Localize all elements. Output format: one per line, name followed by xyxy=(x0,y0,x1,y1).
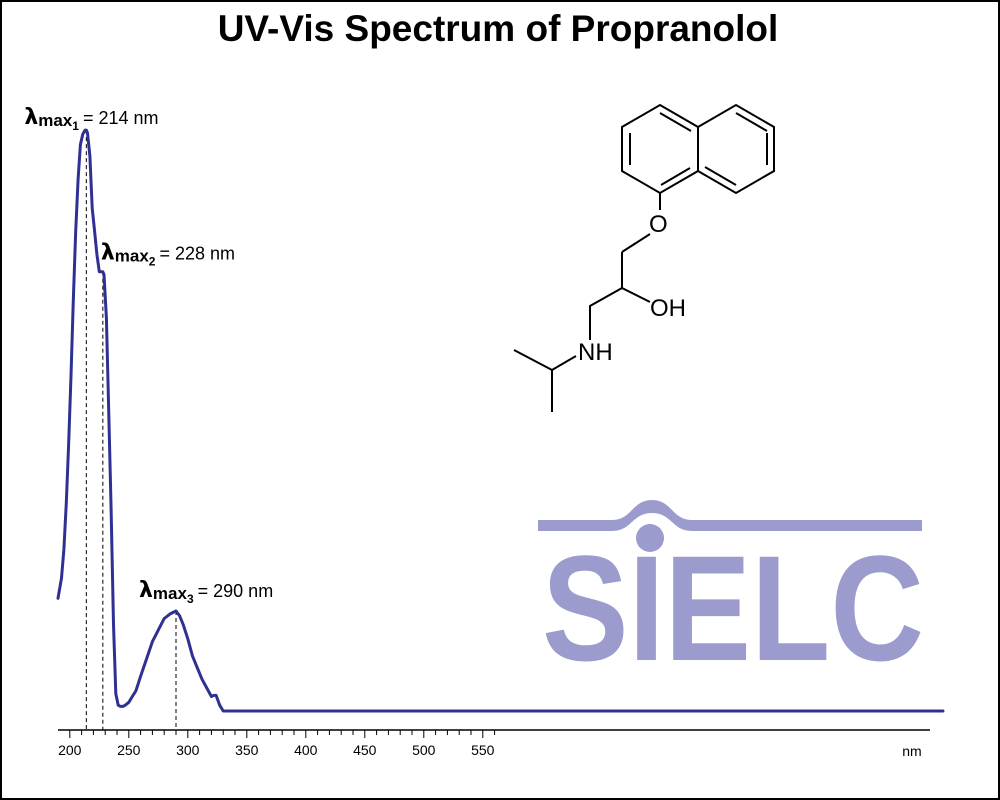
x-axis-tick-labels: 200 250 300 350 400 450 500 550 xyxy=(58,742,495,758)
structure-atom-labels: O OH NH xyxy=(578,211,686,366)
lambda-symbol: λ xyxy=(24,105,38,130)
propyl-chain-bonds xyxy=(589,252,651,340)
series-layer xyxy=(56,128,945,713)
logo-wave-band xyxy=(538,500,922,531)
atom-oxygen: O xyxy=(649,211,668,238)
peak-annotation-label: λmax1 = 214 nm xyxy=(24,105,158,133)
x-tick-label: 350 xyxy=(235,742,259,758)
lambda-subscript: max xyxy=(153,584,188,603)
x-tick-label: 450 xyxy=(353,742,377,758)
propranolol-structure xyxy=(513,103,775,412)
isopropyl-bonds xyxy=(513,349,577,412)
naphthalene-right-ring xyxy=(697,103,775,195)
sielc-logo: SIELC xyxy=(538,500,924,692)
aromatic-double-bonds xyxy=(629,112,768,186)
x-tick-label: 250 xyxy=(117,742,141,758)
x-tick-label: 500 xyxy=(412,742,436,758)
ether-bonds xyxy=(621,193,661,253)
peak-value-text: = 290 nm xyxy=(198,581,274,601)
peak-annotation-label: λmax2 = 228 nm xyxy=(101,241,235,269)
chart-title: UV-Vis Spectrum of Propranolol xyxy=(217,8,779,49)
lambda-index: 2 xyxy=(149,255,156,269)
peak-value-text: = 228 nm xyxy=(159,244,235,264)
x-axis-ticks xyxy=(69,730,496,738)
x-tick-label: 200 xyxy=(58,742,82,758)
x-axis-unit-label: nm xyxy=(902,743,921,759)
logo-wordmark: SIELC xyxy=(542,524,924,692)
lambda-index: 3 xyxy=(187,592,194,606)
logo-i-dot xyxy=(636,524,664,552)
naphthalene-left-ring xyxy=(621,103,699,195)
x-tick-label: 400 xyxy=(294,742,318,758)
peak-value-text: = 214 nm xyxy=(83,108,159,128)
atom-amine: NH xyxy=(578,339,613,366)
lambda-symbol: λ xyxy=(139,578,153,603)
lambda-symbol: λ xyxy=(101,241,115,266)
spectrum-line xyxy=(56,128,945,713)
x-tick-label: 550 xyxy=(471,742,495,758)
lambda-subscript: max xyxy=(115,247,150,266)
atom-hydroxyl: OH xyxy=(650,295,686,322)
lambda-subscript: max xyxy=(38,111,73,130)
peak-drop-lines xyxy=(85,130,177,730)
x-tick-label: 300 xyxy=(176,742,200,758)
peak-annotation-label: λmax3 = 290 nm xyxy=(139,578,273,606)
lambda-index: 1 xyxy=(72,119,79,133)
